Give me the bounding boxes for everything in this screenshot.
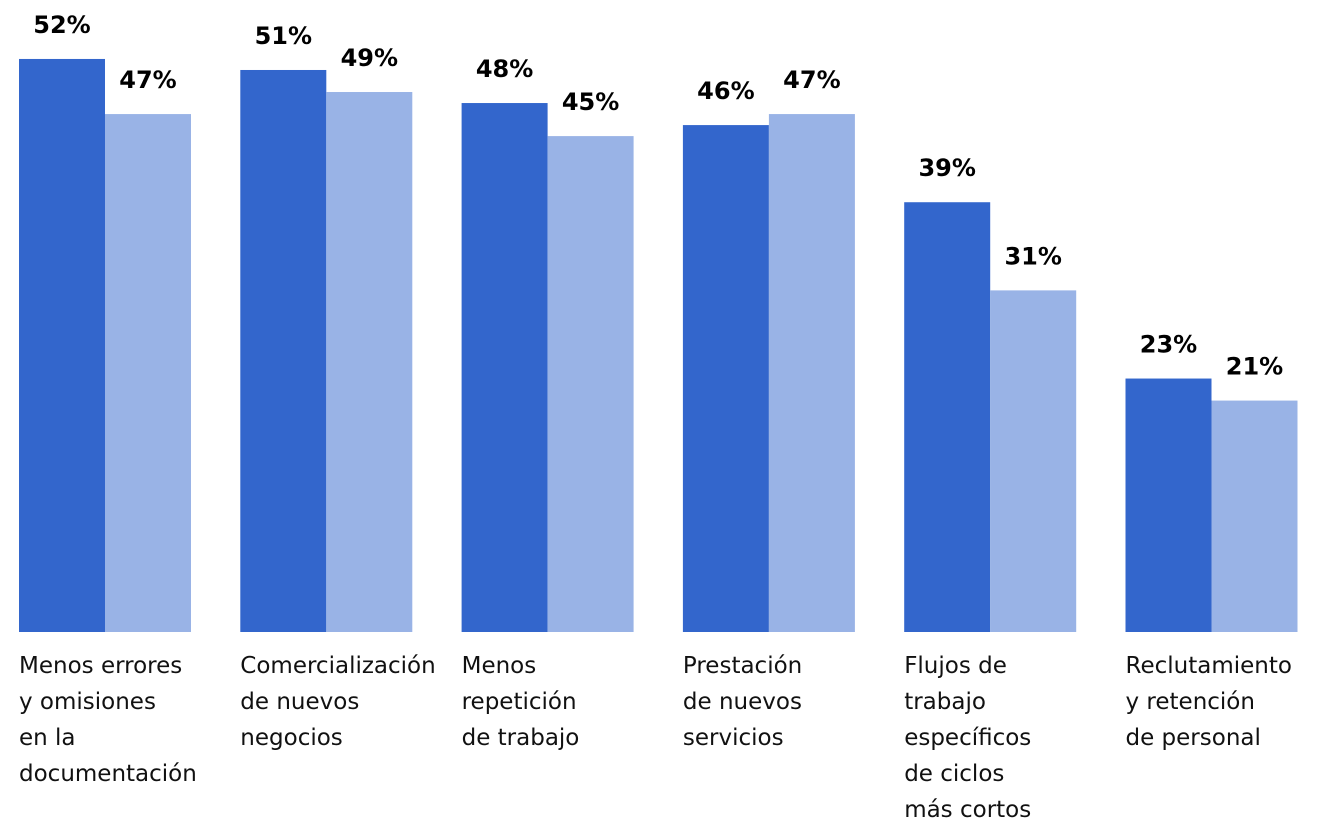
- category-label: Reclutamiento y retención de personal: [1125, 653, 1292, 751]
- value-label: 52%: [33, 11, 90, 39]
- bar: [240, 69, 327, 633]
- value-label: 47%: [119, 66, 176, 94]
- value-label: 48%: [476, 55, 533, 83]
- bar: [19, 58, 105, 632]
- bar: [682, 125, 769, 632]
- category-label: Flujos de trabajo específicos de ciclos …: [904, 653, 1032, 823]
- value-label: 31%: [1004, 242, 1061, 270]
- value-label: 23%: [1140, 331, 1197, 359]
- bar: [768, 114, 855, 632]
- category-label: Menos errores y omisiones en la document…: [19, 653, 197, 787]
- bar: [1211, 400, 1298, 632]
- bar: [326, 92, 413, 632]
- value-label: 51%: [255, 22, 312, 50]
- bar: [461, 103, 548, 633]
- value-label: 45%: [562, 88, 619, 116]
- bar: [990, 290, 1077, 632]
- value-label: 21%: [1226, 353, 1283, 381]
- category-label: Prestación de nuevos servicios: [682, 653, 803, 751]
- value-label: 49%: [341, 44, 398, 72]
- bar: [547, 136, 634, 632]
- bar: [105, 114, 191, 632]
- value-label: 39%: [918, 154, 975, 182]
- category-label: Comercialización de nuevos negocios: [240, 653, 436, 751]
- bar: [904, 202, 991, 632]
- value-label: 47%: [783, 66, 840, 94]
- value-label: 46%: [697, 77, 754, 105]
- bar: [1125, 378, 1212, 632]
- category-label: Menos repetición de trabajo: [461, 653, 580, 751]
